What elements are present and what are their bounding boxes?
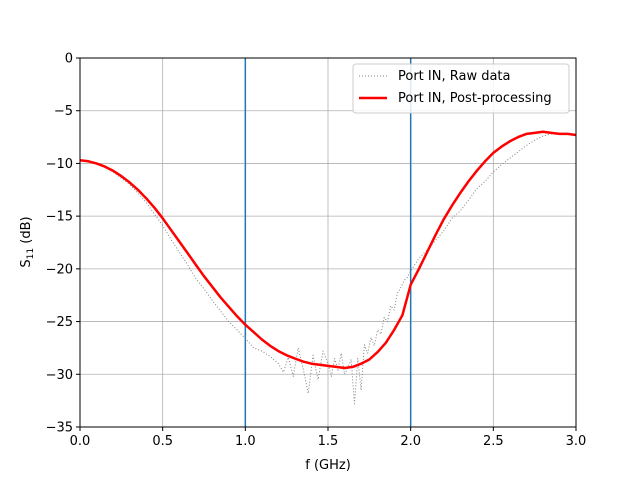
y-axis-label-subscript: 11 (26, 248, 36, 259)
y-tick-label-2: −10 (46, 157, 73, 172)
y-tick-label-1: −5 (54, 104, 73, 119)
vertical-markers (244, 58, 412, 427)
y-tick-label-6: −30 (46, 368, 73, 383)
x-tick-label-4: 2.0 (400, 434, 421, 449)
x-tick-label-2: 1.0 (235, 434, 256, 449)
y-tick-label-3: −15 (46, 210, 73, 225)
y-tick-label-5: −25 (46, 315, 73, 330)
y-ticks: 0 −5 −10 −15 −20 −25 −30 −35 (46, 52, 80, 436)
series-line-post (79, 130, 577, 370)
x-tick-label-0: 0.0 (70, 434, 91, 449)
legend-box (352, 63, 570, 114)
y-axis-label: S11 (dB) (19, 216, 36, 267)
y-tick-label-7: −35 (46, 421, 73, 436)
x-ticks: 0.0 0.5 1.0 1.5 2.0 2.5 3.0 (70, 427, 587, 449)
legend-label-raw: Port IN, Raw data (398, 69, 511, 84)
y-tick-label-4: −20 (46, 262, 73, 277)
legend-label-post: Port IN, Post-processing (398, 91, 552, 106)
x-tick-label-5: 2.5 (483, 434, 504, 449)
x-tick-label-1: 0.5 (152, 434, 173, 449)
y-axis-label-main: S (19, 259, 34, 267)
y-tick-label-0: 0 (65, 52, 73, 67)
x-tick-label-3: 1.5 (318, 434, 339, 449)
x-tick-label-6: 3.0 (566, 434, 587, 449)
x-axis-label: f (GHz) (305, 458, 351, 473)
y-axis-label-unit: (dB) (19, 216, 34, 247)
series-line-raw (79, 132, 577, 405)
series-lines (79, 130, 577, 405)
legend: Port IN, Raw data Port IN, Post-processi… (352, 63, 570, 114)
